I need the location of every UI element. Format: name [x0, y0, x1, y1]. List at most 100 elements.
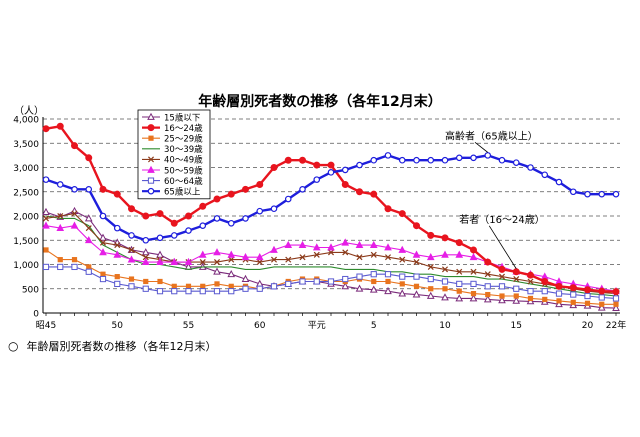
- data-point: [199, 288, 206, 295]
- x-tick-label: 10: [439, 321, 451, 331]
- data-point: [455, 294, 464, 302]
- data-point: [469, 252, 478, 261]
- data-point: [86, 264, 92, 270]
- data-point: [599, 301, 605, 307]
- data-point: [113, 250, 122, 258]
- data-point: [384, 286, 392, 295]
- data-point: [469, 294, 478, 302]
- x-tick-label: 50: [112, 321, 124, 331]
- data-point: [369, 285, 378, 293]
- data-point: [84, 235, 93, 244]
- data-point: [143, 278, 149, 285]
- data-point: [171, 283, 177, 289]
- data-point: [597, 303, 606, 311]
- data-point: [399, 256, 406, 263]
- data-point: [113, 224, 121, 232]
- data-point: [455, 154, 463, 162]
- data-point: [156, 288, 164, 295]
- data-point: [213, 288, 221, 295]
- data-point: [270, 256, 278, 263]
- data-point: [413, 222, 420, 230]
- data-point: [99, 275, 107, 283]
- data-point: [256, 180, 264, 188]
- data-point: [42, 176, 50, 183]
- data-point: [71, 257, 78, 263]
- x-tick-label: 22年: [606, 319, 626, 331]
- data-point: [513, 285, 520, 292]
- data-point: [527, 164, 534, 171]
- data-point: [255, 252, 264, 261]
- data-point: [299, 186, 306, 193]
- data-point: [342, 249, 349, 256]
- data-point: [470, 246, 477, 254]
- data-point: [114, 242, 121, 249]
- data-point: [228, 283, 234, 289]
- data-point: [541, 277, 549, 285]
- data-point: [484, 283, 491, 290]
- data-point: [85, 268, 92, 275]
- data-point: [128, 205, 135, 213]
- y-tick-label: 3,500: [13, 140, 39, 150]
- data-point: [284, 195, 292, 203]
- data-point: [498, 283, 506, 290]
- data-point: [498, 273, 506, 280]
- legend-label: 40～49歳: [164, 155, 203, 166]
- data-point: [100, 271, 106, 277]
- data-point: [441, 278, 449, 285]
- data-point: [299, 156, 306, 164]
- data-point: [128, 276, 135, 282]
- data-point: [370, 190, 378, 198]
- data-point: [298, 240, 307, 248]
- data-point: [398, 289, 407, 297]
- data-point: [371, 278, 377, 285]
- data-point: [270, 283, 278, 290]
- series-2: [42, 122, 620, 296]
- legend-label: 30～39歳: [164, 144, 203, 155]
- data-point: [584, 300, 591, 306]
- data-point: [398, 210, 406, 218]
- data-point: [341, 282, 350, 290]
- legend-label: 60～64歳: [164, 176, 203, 187]
- data-point: [484, 258, 492, 266]
- data-point: [171, 288, 178, 295]
- data-point: [128, 232, 135, 239]
- data-point: [256, 285, 263, 292]
- data-point: [412, 250, 421, 258]
- y-tick-label: 500: [22, 285, 39, 295]
- data-point: [284, 156, 292, 164]
- data-point: [170, 257, 179, 265]
- annotation-leader: [474, 142, 488, 153]
- x-tick-label: 15: [511, 321, 522, 331]
- y-tick-label: 3,000: [13, 164, 39, 174]
- data-point: [427, 275, 434, 283]
- data-point: [70, 221, 79, 229]
- data-point: [512, 296, 521, 304]
- data-point: [170, 219, 178, 227]
- data-point: [527, 271, 534, 279]
- data-point: [541, 288, 548, 295]
- data-point: [213, 195, 221, 203]
- data-point: [142, 285, 149, 292]
- data-point: [213, 259, 221, 266]
- data-point: [370, 251, 377, 258]
- data-point: [312, 243, 321, 251]
- series-8: [42, 152, 620, 244]
- data-point: [184, 257, 193, 265]
- data-point: [456, 280, 463, 287]
- data-point: [455, 250, 464, 258]
- data-point: [313, 251, 320, 258]
- data-point: [214, 281, 220, 287]
- data-point: [398, 156, 406, 164]
- data-point: [142, 236, 150, 244]
- legend-label: 16～24歳: [164, 123, 203, 134]
- legend-marker: [147, 156, 155, 163]
- data-point: [498, 296, 506, 304]
- data-point: [427, 263, 434, 270]
- data-point: [513, 293, 519, 299]
- annotation-leader: [488, 225, 517, 269]
- data-point: [455, 239, 463, 247]
- data-point: [612, 295, 620, 302]
- data-point: [42, 221, 50, 229]
- data-point: [612, 190, 620, 198]
